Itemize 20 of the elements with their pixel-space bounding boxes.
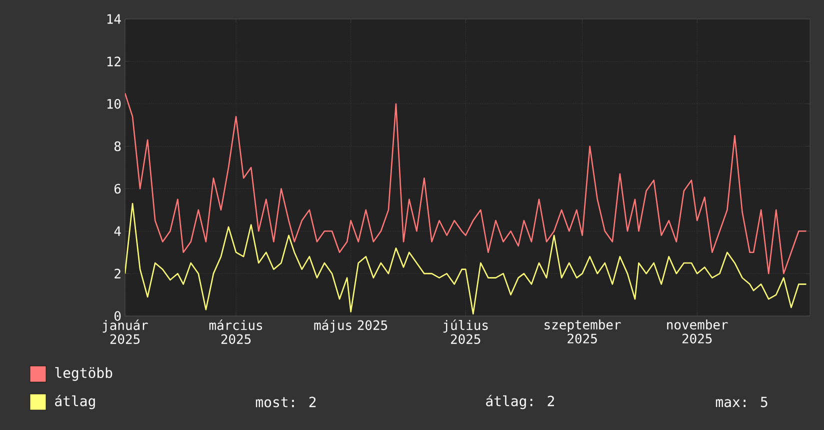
legend-label: legtöbb: [55, 367, 112, 381]
x-tick-label: május 2025: [314, 320, 388, 333]
y-tick-label: 12: [107, 56, 120, 66]
text: átlag: 2: [486, 394, 554, 410]
x-tick-label: március 2025: [209, 320, 262, 344]
y-tick-label: 10: [107, 98, 121, 109]
y-tick-label: 8: [114, 141, 121, 152]
y-tick-label: 14: [107, 14, 121, 24]
x-tick-label: július 2025: [443, 320, 488, 344]
y-tick-label: 4: [114, 226, 121, 236]
x-tick-label: november 2025: [667, 320, 728, 344]
y-tick-label: 0: [114, 311, 121, 321]
legend-label: átlag: [55, 394, 95, 410]
y-tick-label: 2: [114, 268, 120, 278]
x-tick-label: szeptember 2025: [544, 320, 621, 344]
line-series: [125, 202, 807, 315]
text: max: 5: [716, 396, 768, 408]
text: most: 2: [256, 396, 316, 408]
x-tick-label: január 2025: [102, 320, 148, 344]
y-tick-label: 6: [114, 184, 121, 194]
